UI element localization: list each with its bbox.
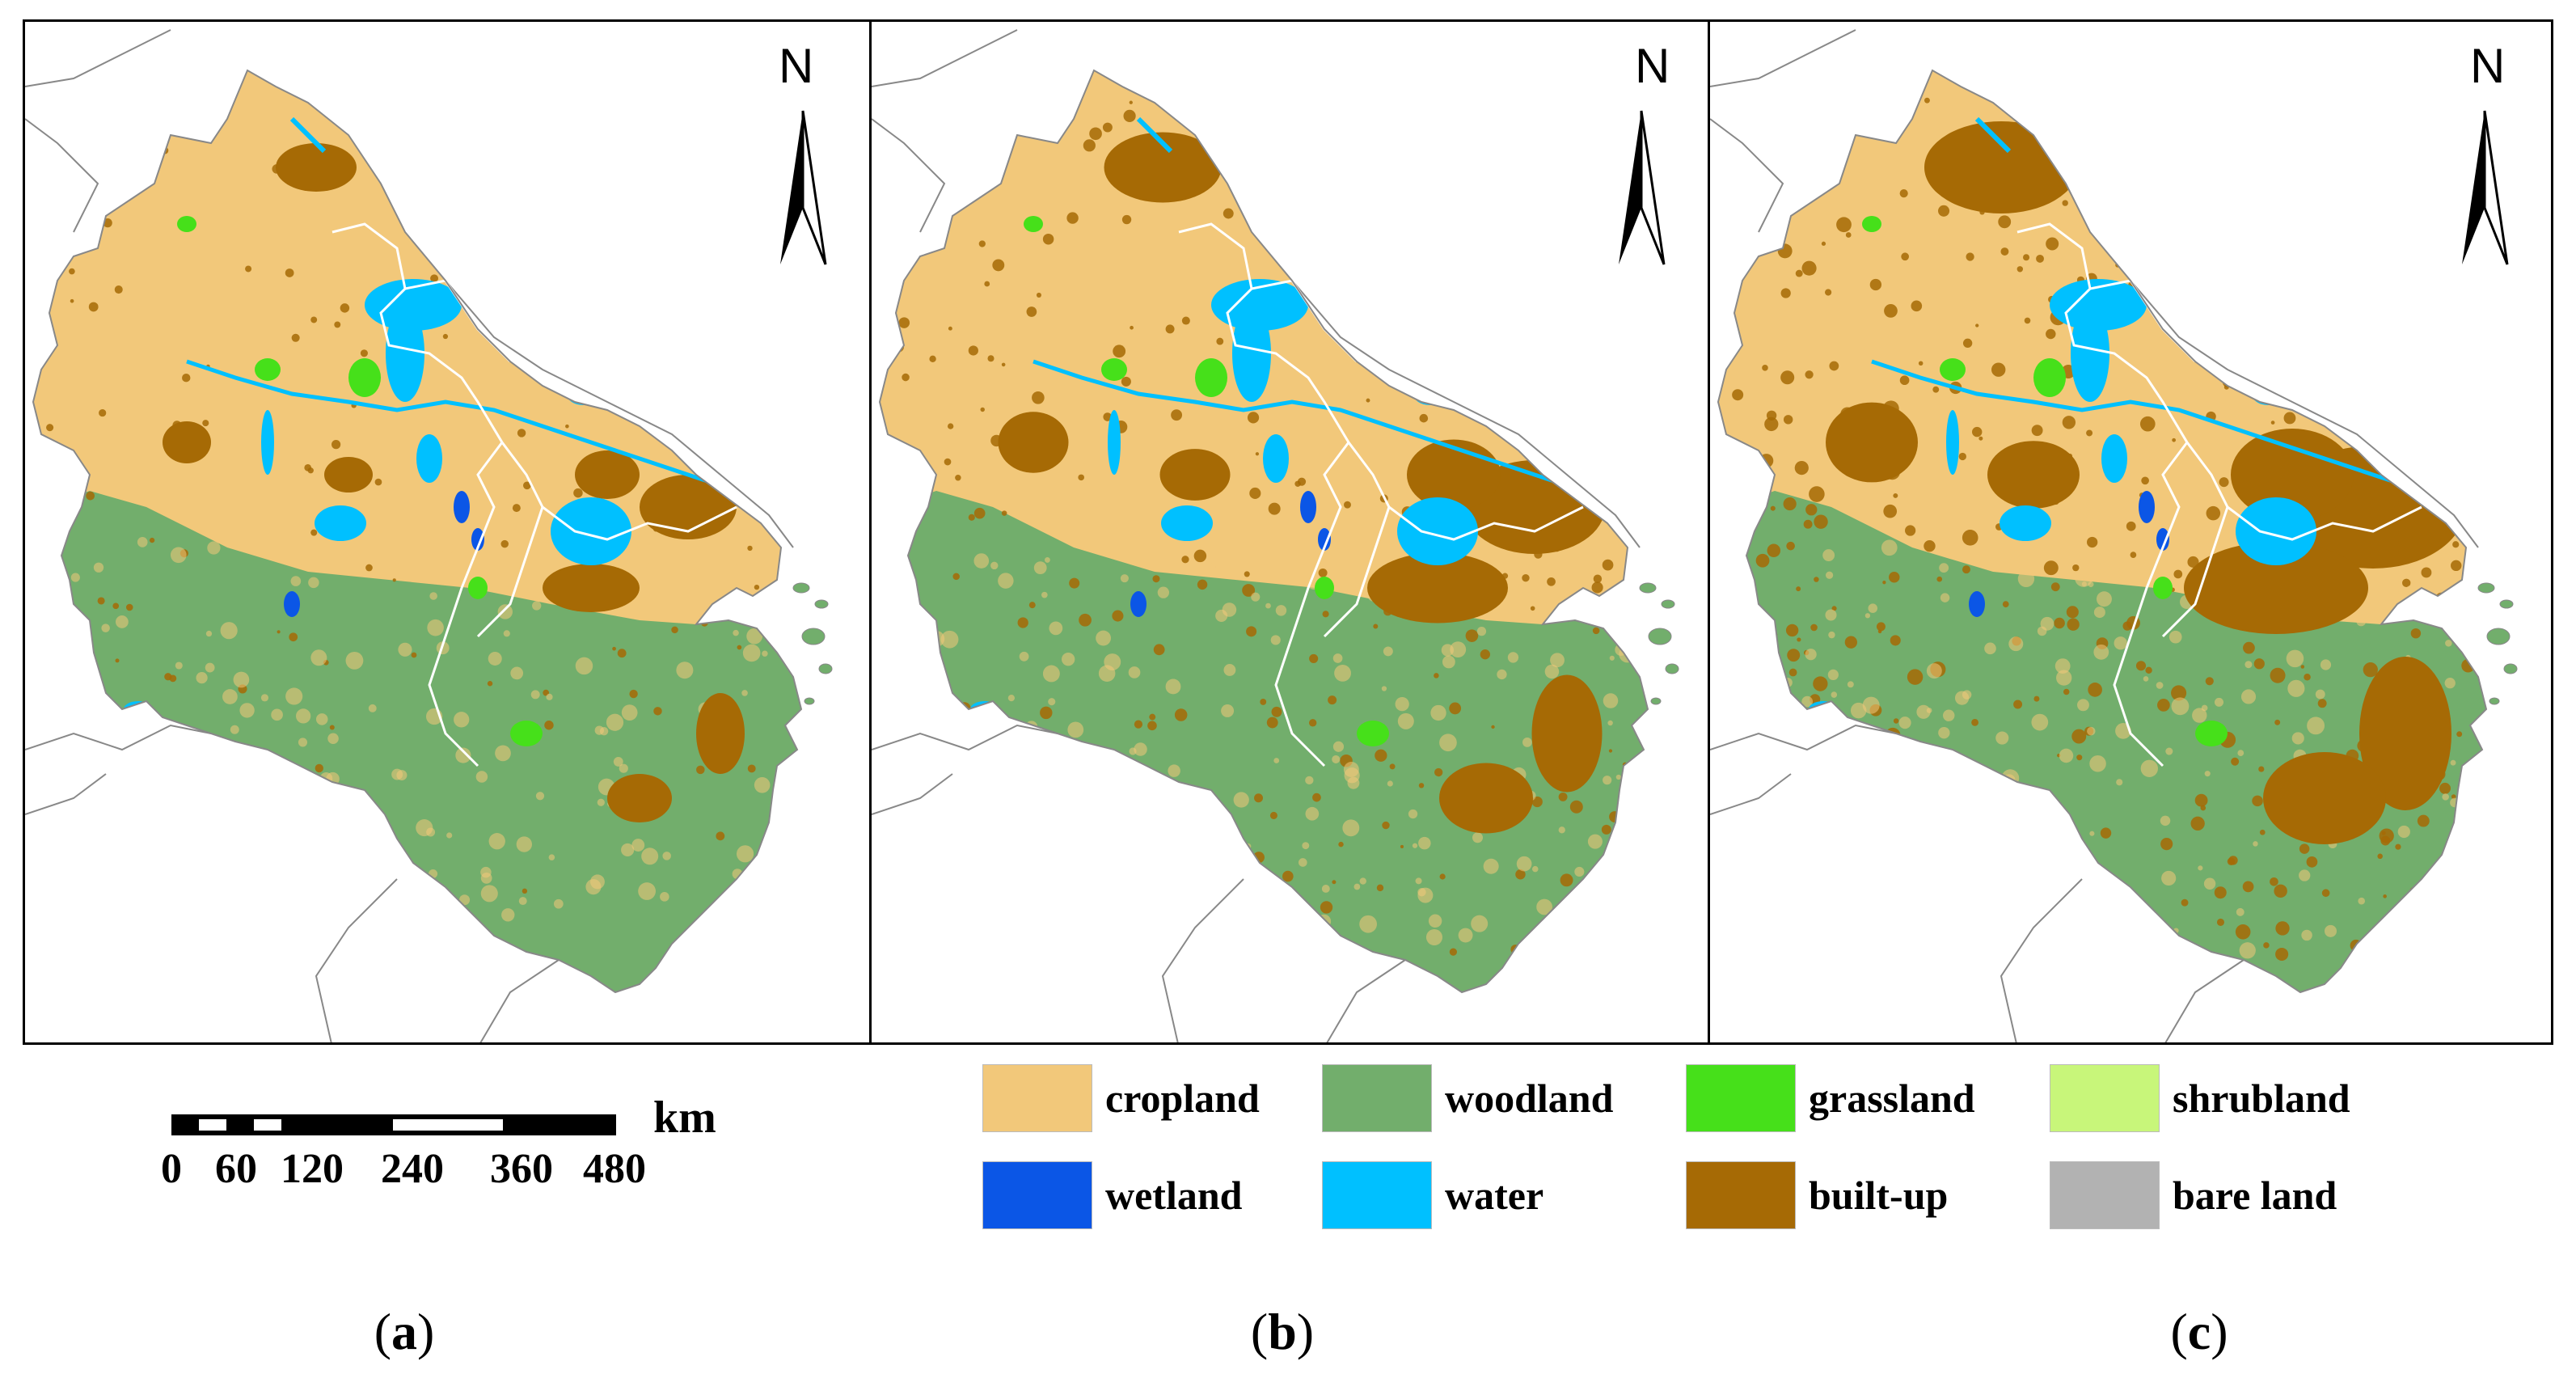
scale-tick-label: 120 xyxy=(281,1146,344,1192)
legend-label: wetland xyxy=(1105,1173,1243,1218)
map-panels: N N N xyxy=(23,19,2553,1045)
north-arrow-icon xyxy=(2462,111,2485,264)
scale-unit-label: km xyxy=(653,1093,716,1143)
panel-caption-b: (b) xyxy=(1250,1303,1315,1360)
legend-label: water xyxy=(1445,1173,1544,1218)
land-use-map-a xyxy=(25,29,833,1042)
legend-swatch xyxy=(1686,1064,1796,1132)
legend-label: bare land xyxy=(2173,1173,2337,1218)
scale-bar: km 0 60 120 240 360 480 xyxy=(154,1093,720,1213)
map-panel-b: N xyxy=(869,19,1710,1045)
legend-label: cropland xyxy=(1105,1076,1260,1121)
legend-swatch xyxy=(1322,1161,1432,1229)
legend-item-built-up: built-up xyxy=(1686,1160,1948,1230)
legend: cropland woodland grassland shrubland wetlan… xyxy=(982,1063,2519,1274)
land-use-map-c xyxy=(1710,29,2518,1042)
legend-swatch xyxy=(1686,1161,1796,1229)
map-panel-a: N xyxy=(23,19,872,1045)
legend-swatch xyxy=(982,1064,1092,1132)
map-panel-c: N xyxy=(1708,19,2553,1045)
caption-letter: c xyxy=(2187,1303,2211,1360)
scale-tick-label: 60 xyxy=(215,1146,257,1192)
scale-tick-label: 0 xyxy=(161,1146,182,1192)
legend-item-grassland: grassland xyxy=(1686,1063,1975,1133)
legend-swatch xyxy=(1322,1064,1432,1132)
scale-tick-label: 240 xyxy=(381,1146,444,1192)
panel-caption-a: (a) xyxy=(374,1303,435,1360)
caption-letter: a xyxy=(391,1303,417,1360)
scale-tick-label: 480 xyxy=(583,1146,646,1192)
legend-item-shrubland: shrubland xyxy=(2050,1063,2350,1133)
legend-swatch xyxy=(2050,1064,2160,1132)
caption-letter: b xyxy=(1268,1303,1297,1360)
north-arrow-icon xyxy=(1619,111,1641,264)
legend-item-wetland: wetland xyxy=(982,1160,1242,1230)
land-use-map-b xyxy=(872,29,1679,1042)
legend-swatch xyxy=(2050,1161,2160,1229)
legend-item-bare-land: bare land xyxy=(2050,1160,2337,1230)
legend-label: grassland xyxy=(1809,1076,1975,1121)
legend-item-cropland: cropland xyxy=(982,1063,1260,1133)
legend-item-woodland: woodland xyxy=(1322,1063,1613,1133)
scale-tick-label: 360 xyxy=(490,1146,553,1192)
north-arrow-label: N xyxy=(2470,39,2506,93)
north-arrow-label: N xyxy=(779,39,814,93)
panel-caption-c: (c) xyxy=(2170,1303,2228,1360)
north-arrow-label: N xyxy=(1635,39,1670,93)
legend-label: woodland xyxy=(1445,1076,1614,1121)
legend-swatch xyxy=(982,1161,1092,1229)
legend-item-water: water xyxy=(1322,1160,1543,1230)
north-arrow-icon xyxy=(780,111,803,264)
scale-bar-graphic xyxy=(171,1114,616,1135)
legend-label: shrubland xyxy=(2173,1076,2350,1121)
legend-label: built-up xyxy=(1809,1173,1949,1218)
